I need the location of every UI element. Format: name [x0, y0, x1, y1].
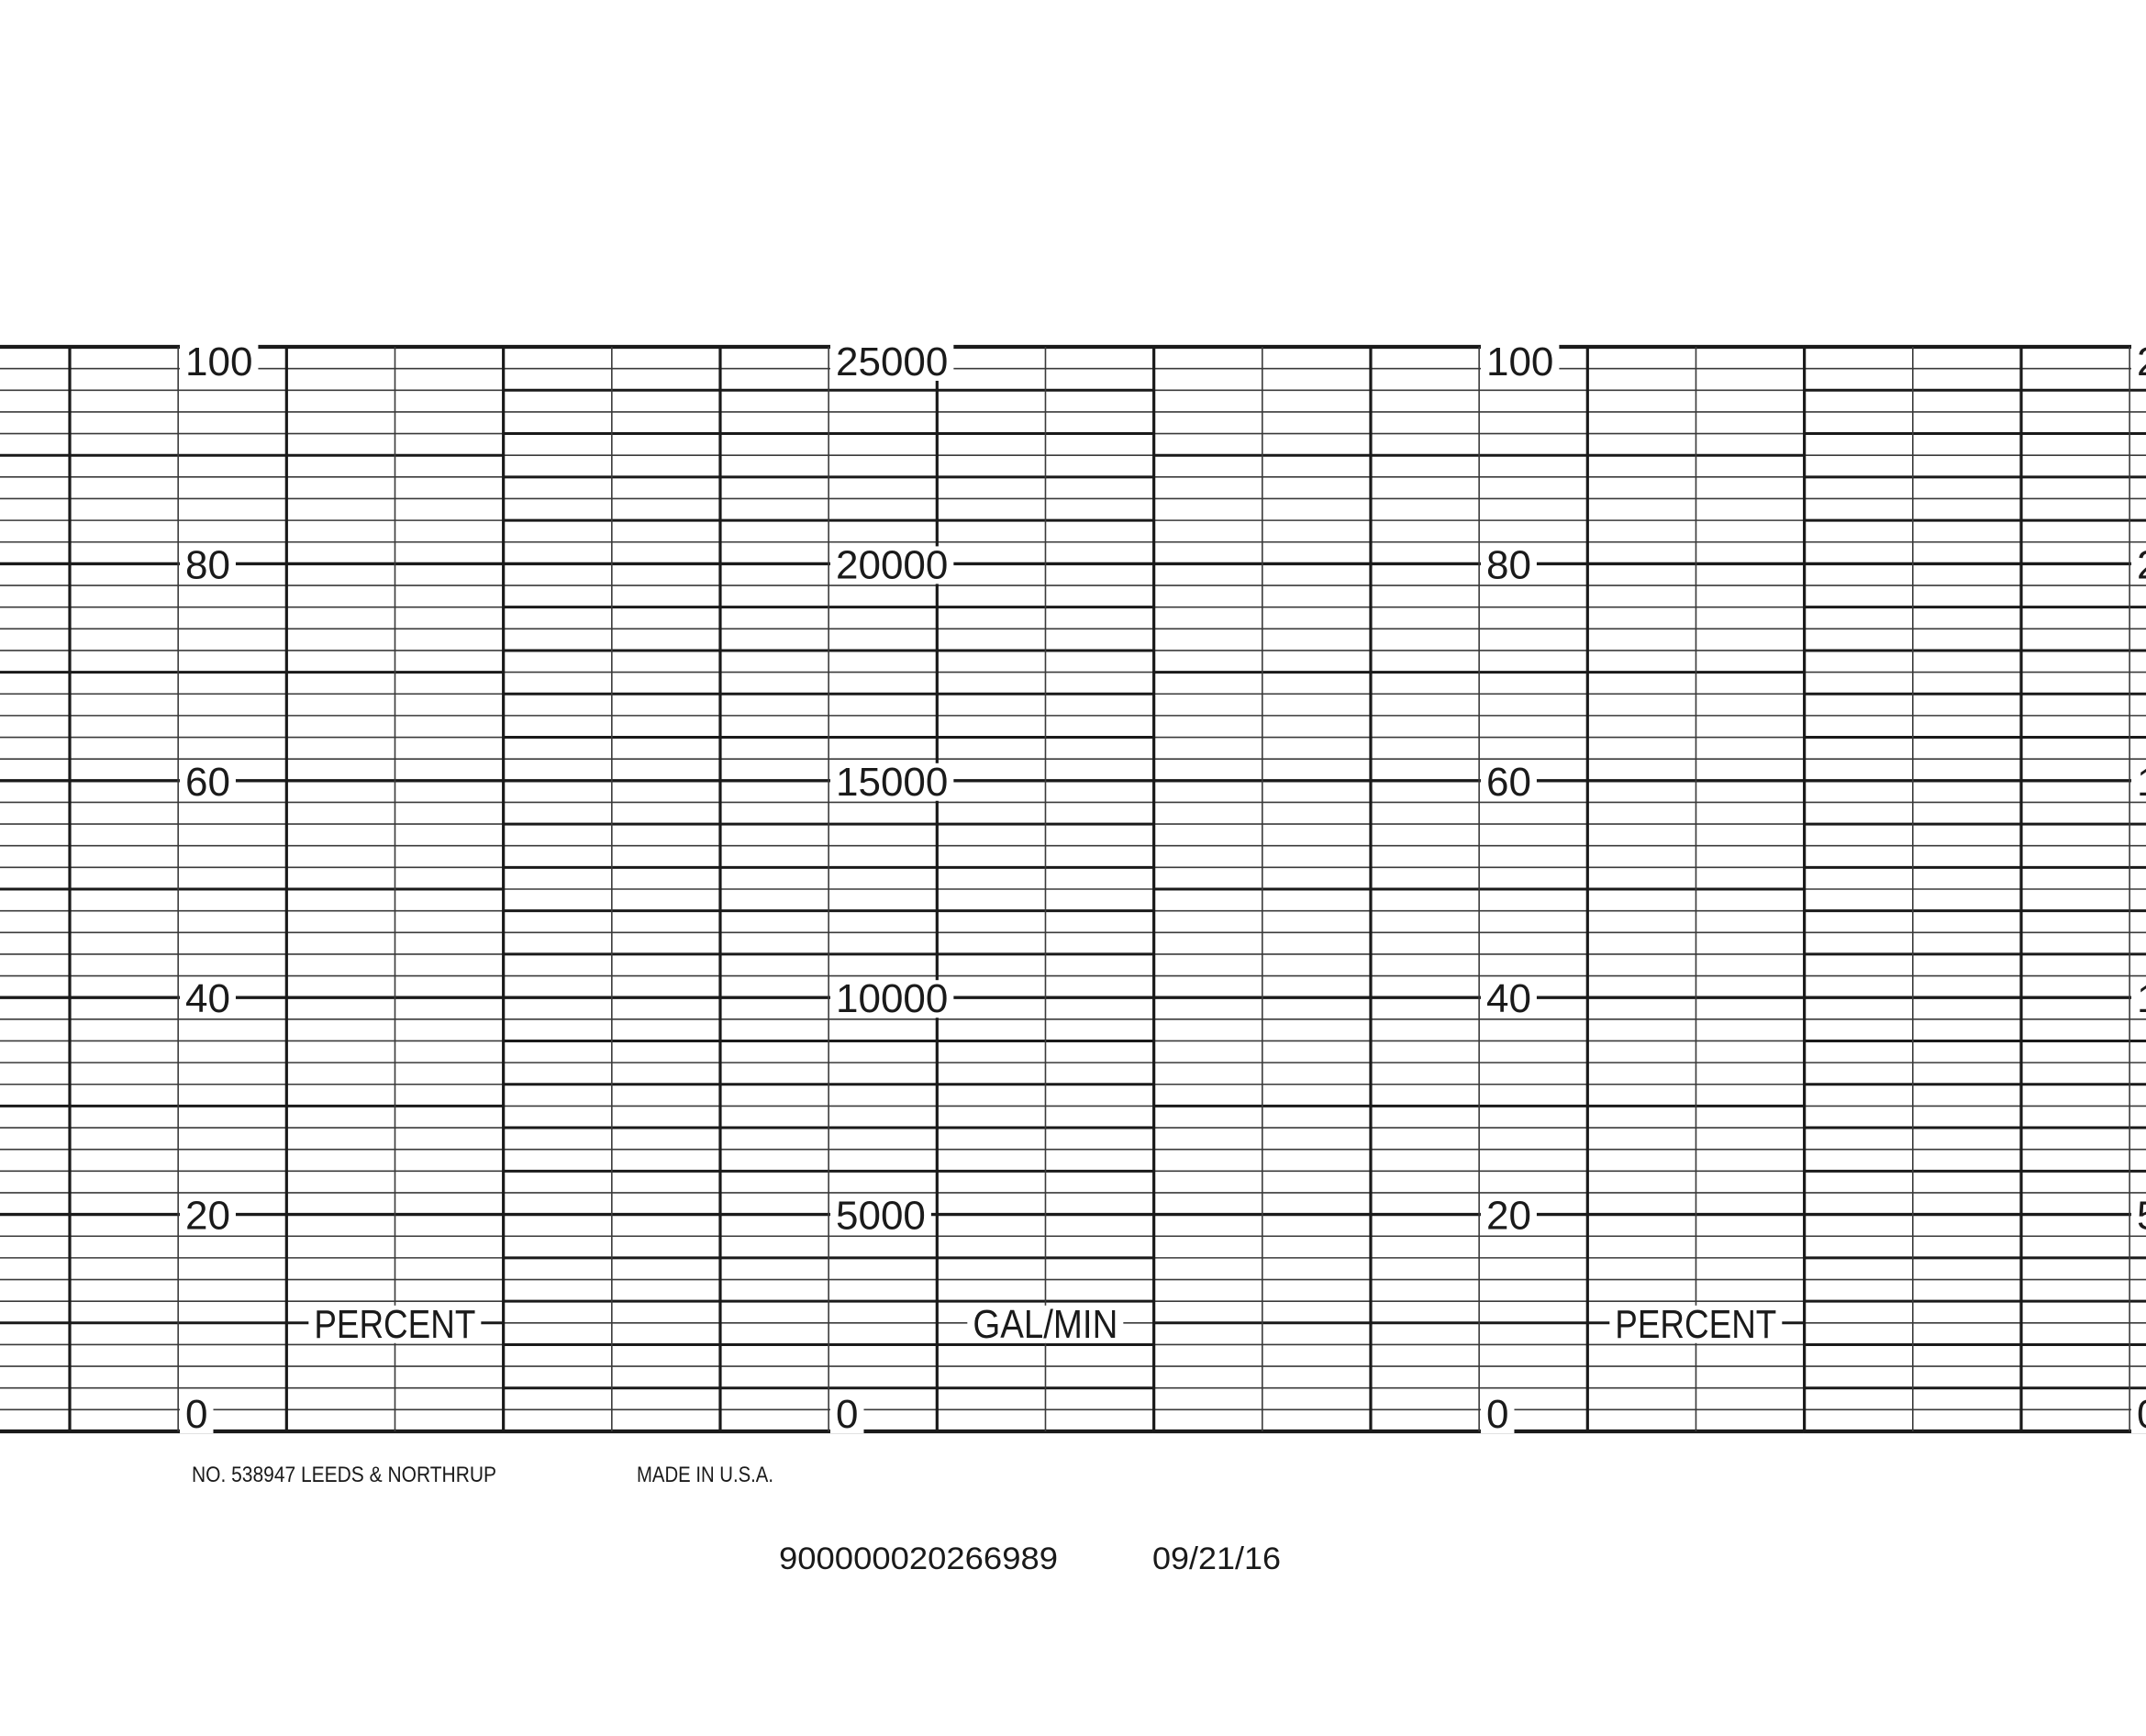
tick-label-gal-min-background [2130, 1396, 2146, 1433]
unit-label: PERCENT [1609, 1302, 1783, 1347]
tick-label-gal-min-background [830, 1196, 931, 1235]
unit-label-text: PERCENT [1615, 1302, 1776, 1347]
tick-label-gal-min-background [2130, 1196, 2146, 1235]
maker-label: NO. 538947 LEEDS & NORTHRUP [192, 1463, 496, 1487]
unit-label-background [308, 1305, 482, 1343]
tick-label-gal-min: 5000 [830, 1194, 931, 1239]
tick-label-gal-min: 10000 [830, 976, 954, 1021]
tick-label-percent: 0 [1480, 1392, 1515, 1437]
tick-label-gal-min: 0 [830, 1392, 864, 1437]
tick-label-percent-text: 40 [1486, 976, 1531, 1021]
tick-label-percent: 60 [180, 760, 236, 805]
tick-label-gal-min-background [830, 762, 954, 801]
tick-label-percent-text: 40 [185, 976, 230, 1021]
tick-label-gal-min: 25000 [830, 339, 954, 384]
tick-label-gal-min-text: 15000 [2137, 760, 2146, 805]
tick-label-percent-background [1480, 1396, 1515, 1433]
serial-number: 900000020266989 [779, 1541, 1058, 1576]
tick-label-gal-min: 15000 [830, 760, 954, 805]
tick-label-gal-min-text: 5000 [2137, 1194, 2146, 1239]
tick-label-gal-min-text: 5000 [836, 1194, 926, 1239]
tick-label-percent: 0 [180, 1392, 214, 1437]
tick-label-percent-background [1480, 343, 1560, 381]
tick-label-percent-text: 60 [185, 760, 230, 805]
tick-label-gal-min-text: 10000 [2137, 976, 2146, 1021]
tick-label-gal-min: 25000 [2130, 339, 2146, 384]
tick-label-gal-min-text: 25000 [2137, 339, 2146, 384]
tick-label-percent-background [1480, 1196, 1537, 1235]
tick-label-percent: 40 [1480, 976, 1537, 1021]
tick-label-gal-min-background [2130, 980, 2146, 1018]
tick-label-gal-min: 20000 [830, 542, 954, 587]
tick-label-percent: 20 [180, 1194, 236, 1239]
tick-label-percent: 100 [1480, 339, 1560, 384]
unit-label-background [967, 1305, 1124, 1343]
tick-label-gal-min-background [2130, 762, 2146, 801]
tick-label-gal-min: 0 [2130, 1392, 2146, 1437]
tick-label-percent: 80 [1480, 542, 1537, 587]
tick-label-percent-text: 0 [185, 1392, 207, 1437]
tick-label-gal-min: 15000 [2130, 760, 2146, 805]
tick-label-percent-background [180, 980, 236, 1018]
tick-label-gal-min: 10000 [2130, 976, 2146, 1021]
tick-label-percent-background [180, 343, 259, 381]
tick-label-gal-min-background [2130, 343, 2146, 381]
unit-label-text: GAL/MIN [973, 1302, 1117, 1347]
tick-label-gal-min-text: 0 [836, 1392, 858, 1437]
tick-label-percent: 100 [180, 339, 259, 384]
grid [0, 344, 2146, 1434]
tick-label-gal-min-text: 25000 [836, 339, 948, 384]
tick-label-gal-min-background [830, 980, 954, 1018]
tick-label-percent-text: 20 [1486, 1194, 1531, 1239]
unit-label: GAL/MIN [967, 1302, 1124, 1347]
tick-label-percent-background [1480, 546, 1537, 584]
tick-label-percent-text: 20 [185, 1194, 230, 1239]
tick-label-percent: 80 [180, 542, 236, 587]
tick-label-gal-min-text: 0 [2137, 1392, 2146, 1437]
tick-label-gal-min-background [2130, 546, 2146, 584]
tick-label-gal-min-background [830, 343, 954, 381]
tick-label-percent-text: 100 [1486, 339, 1553, 384]
tick-label-gal-min-background [830, 1396, 864, 1433]
tick-label-gal-min-text: 20000 [2137, 542, 2146, 587]
tick-label-percent-background [1480, 980, 1537, 1018]
tick-label-percent-text: 100 [185, 339, 252, 384]
tick-label-gal-min-text: 15000 [836, 760, 948, 805]
tick-label-percent-text: 60 [1486, 760, 1531, 805]
unit-label-background [1609, 1305, 1783, 1343]
tick-label-percent-background [1480, 762, 1537, 801]
tick-label-gal-min: 5000 [2130, 1194, 2146, 1239]
tick-label-percent-background [180, 1196, 236, 1235]
tick-label-percent-text: 0 [1486, 1392, 1508, 1437]
unit-label-text: PERCENT [314, 1302, 475, 1347]
tick-label-gal-min-background [830, 546, 954, 584]
tick-label-percent: 60 [1480, 760, 1537, 805]
tick-label-gal-min-text: 10000 [836, 976, 948, 1021]
tick-label-percent: 40 [180, 976, 236, 1021]
tick-label-percent-text: 80 [1486, 542, 1531, 587]
tick-label-gal-min-text: 20000 [836, 542, 948, 587]
print-date: 09/21/16 [1152, 1541, 1281, 1576]
tick-label-percent: 20 [1480, 1194, 1537, 1239]
origin-label: MADE IN U.S.A. [637, 1463, 773, 1487]
unit-label: PERCENT [308, 1302, 482, 1347]
tick-label-percent-text: 80 [185, 542, 230, 587]
tick-label-percent-background [180, 1396, 214, 1433]
scale-labels: 0 20 40 60 80 100 PERCENT 0 20 40 60 80 100 PERCENT 0 5… [180, 339, 2146, 1437]
tick-label-percent-background [180, 546, 236, 584]
tick-label-percent-background [180, 762, 236, 801]
tick-label-gal-min: 20000 [2130, 542, 2146, 587]
